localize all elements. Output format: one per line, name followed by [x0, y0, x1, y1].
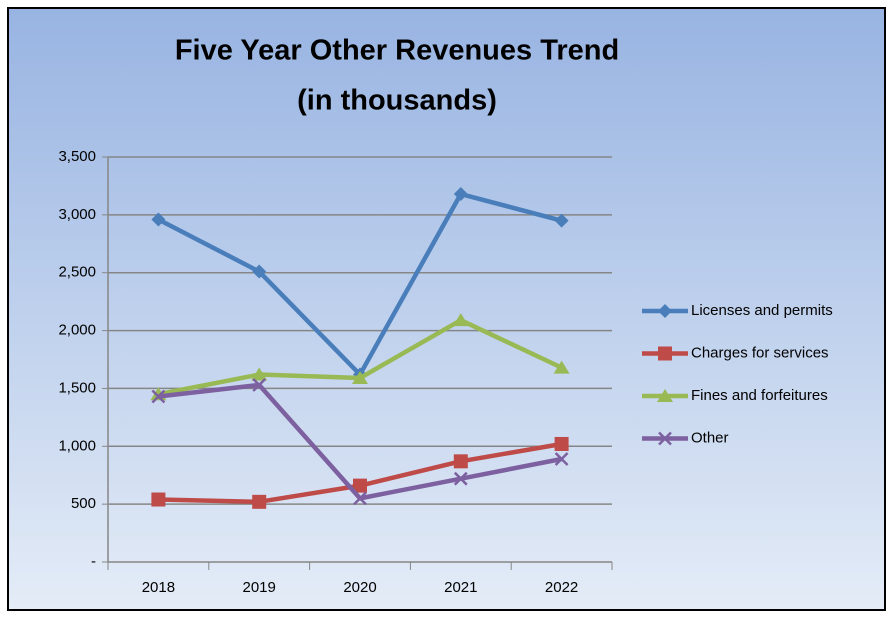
legend-label: Other — [691, 429, 729, 446]
x-tick-label: 2019 — [243, 579, 276, 596]
x-tick-label: 2022 — [545, 579, 578, 596]
x-tick-label: 2021 — [444, 579, 477, 596]
y-tick-label: 3,000 — [58, 206, 96, 223]
marker — [554, 213, 569, 228]
marker — [453, 471, 468, 486]
marker — [453, 187, 468, 202]
x-tick-label: 2018 — [142, 579, 175, 596]
marker — [151, 212, 166, 227]
marker — [658, 431, 672, 446]
marker — [252, 494, 267, 509]
y-tick-label: 1,500 — [58, 379, 96, 396]
legend-label: Charges for services — [691, 344, 829, 361]
y-tick-label: 500 — [71, 495, 96, 512]
marker — [252, 264, 267, 279]
chart-background — [7, 7, 886, 611]
marker — [352, 371, 368, 385]
marker — [657, 389, 673, 402]
marker — [151, 492, 166, 507]
marker — [452, 313, 469, 327]
marker — [353, 478, 367, 493]
y-tick-label: 2,000 — [58, 322, 96, 339]
marker — [553, 360, 570, 374]
chart-title: Five Year Other Revenues Trend — [175, 35, 619, 67]
y-tick-label: - — [91, 553, 96, 570]
legend-label: Licenses and permits — [691, 302, 833, 319]
marker — [252, 378, 267, 392]
chart-subtitle: (in thousands) — [297, 85, 497, 117]
marker — [151, 389, 166, 404]
marker — [453, 454, 468, 469]
marker — [251, 367, 268, 381]
y-tick-label: 3,500 — [58, 148, 96, 165]
marker — [554, 436, 569, 451]
y-tick-label: 1,000 — [58, 437, 96, 454]
marker — [658, 346, 672, 361]
y-tick-label: 2,500 — [58, 264, 96, 281]
legend-label: Fines and forfeitures — [691, 387, 828, 404]
marker — [658, 304, 672, 318]
x-tick-label: 2020 — [343, 579, 376, 596]
marker — [353, 491, 367, 506]
marker — [554, 452, 569, 466]
